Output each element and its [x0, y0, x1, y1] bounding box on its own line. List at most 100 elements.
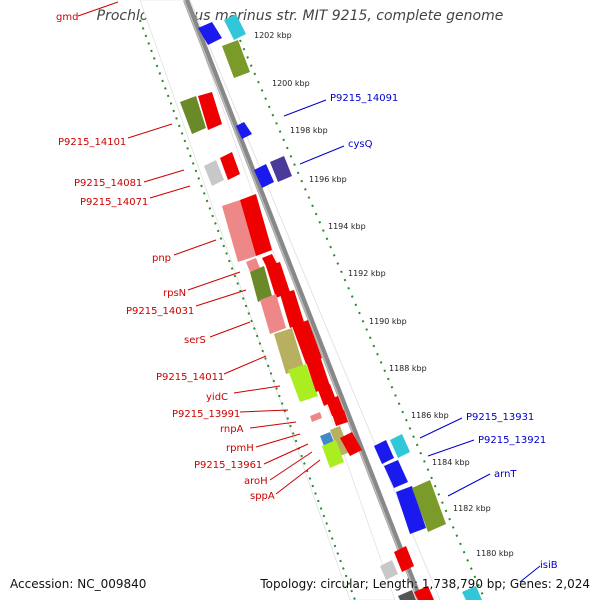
gene-label: P9215_13931 [466, 412, 534, 423]
kbp-tick-label: 1194 kbp [328, 222, 366, 231]
leader-line [143, 169, 185, 183]
right-strand-genes [198, 14, 482, 600]
leader-line [269, 451, 313, 481]
gene-arrow [462, 586, 482, 600]
gene-arrow [374, 440, 394, 464]
gene-arrow [380, 560, 398, 580]
gene-label: P9215_13961 [194, 460, 262, 471]
leader-line [239, 409, 289, 413]
gene-arrow [198, 92, 222, 130]
leader-line [233, 385, 281, 394]
gene-label-yidC: yidC [206, 392, 228, 403]
gene-arrow [274, 328, 304, 374]
gene-arrow [224, 14, 246, 40]
leader-line [127, 123, 173, 139]
leader-line [223, 355, 267, 375]
kbp-tick-label: 1188 kbp [389, 364, 427, 373]
leader-line [427, 439, 475, 457]
gene-arrow [396, 486, 426, 534]
gene-arrow [250, 266, 272, 302]
right-ring-edge [189, 0, 441, 600]
gene-arrow [310, 412, 322, 422]
gene-label: P9215_14081 [74, 178, 142, 189]
gene-arrow [288, 364, 318, 402]
gene-arrow [236, 122, 252, 139]
gene-label-serS: serS [184, 335, 206, 346]
kbp-tick-label: 1190 kbp [369, 317, 407, 326]
gene-arrow [384, 460, 408, 488]
gene-arrow [180, 96, 206, 134]
gene-arrow [414, 586, 434, 600]
gene-arrow [270, 156, 292, 182]
gene-arrow [330, 426, 350, 456]
backbone-highlight [183, 0, 419, 600]
leader-line [173, 239, 217, 256]
gene-label-rpmH: rpmH [226, 443, 254, 454]
kbp-tick-label: 1184 kbp [432, 458, 470, 467]
leader-line [255, 433, 301, 448]
gene-arrow [222, 200, 256, 262]
gene-arrow [198, 22, 222, 45]
leader-line [299, 145, 345, 165]
leader-line [77, 1, 119, 17]
gene-label-isiB: isiB [540, 560, 558, 571]
right-leader-lines [283, 99, 541, 583]
leader-line [187, 271, 241, 291]
gene-arrow [326, 396, 344, 416]
gene-label-gmd: gmd [56, 12, 78, 23]
gene-arrow [292, 320, 322, 364]
kbp-tick-label: 1196 kbp [309, 175, 347, 184]
leader-line [195, 289, 247, 307]
leader-line [283, 99, 327, 117]
gene-label-rpsN: rpsN [163, 288, 186, 299]
gene-label: P9215_14091 [330, 93, 398, 104]
gene-arrow [204, 160, 224, 186]
gene-arrow [220, 152, 240, 180]
gene-arrow [332, 410, 348, 426]
gene-arrow [246, 258, 260, 272]
gene-label-cysQ: cysQ [348, 139, 373, 150]
gene-label-pnp: pnp [152, 253, 171, 264]
gene-arrow [322, 440, 344, 468]
gene-arrow [394, 546, 414, 572]
leader-line [447, 473, 491, 497]
left-gene-labels: gmd P9215_14101 P9215_14081 P9215_14071 … [56, 12, 275, 502]
gene-arrow [398, 590, 416, 600]
gene-arrow [260, 294, 286, 334]
gene-arrow [412, 480, 446, 532]
gene-label: P9215_14011 [156, 372, 224, 383]
gene-arrow [340, 432, 362, 456]
backbone [183, 0, 423, 600]
kbp-tick-label: 1182 kbp [453, 504, 491, 513]
leader-line [419, 417, 463, 439]
gene-arrow [266, 262, 290, 298]
gene-label-sppA: sppA [250, 491, 275, 502]
gene-arrow [222, 40, 250, 78]
gene-arrow [280, 290, 304, 328]
left-strand-genes [180, 92, 434, 600]
kbp-scale: 1202 kbp 1200 kbp 1198 kbp 1196 kbp 1194… [254, 31, 514, 558]
leader-line [149, 185, 191, 199]
kbp-tick-label: 1198 kbp [290, 126, 328, 135]
footer-accession: Accession: NC_009840 [10, 577, 147, 591]
footer-summary: Topology: circular; Length: 1,738,790 bp… [260, 577, 590, 591]
kbp-tick-label: 1180 kbp [476, 549, 514, 558]
leader-line [275, 459, 321, 495]
gene-label: P9215_14071 [80, 197, 148, 208]
gene-label: P9215_14101 [58, 137, 126, 148]
kbp-tick-label: 1192 kbp [348, 269, 386, 278]
gene-label-arnT: arnT [494, 469, 517, 480]
gene-arrow [390, 434, 410, 458]
leader-line [209, 321, 251, 338]
leader-line [519, 565, 541, 583]
leader-line [263, 443, 309, 465]
kbp-tick-label: 1186 kbp [411, 411, 449, 420]
left-leader-lines [77, 1, 321, 495]
gene-label: P9215_14031 [126, 306, 194, 317]
right-gene-labels: P9215_14091 cysQ P9215_13931 P9215_13921… [330, 93, 558, 571]
gene-label-rnpA: rnpA [220, 424, 244, 435]
gene-arrow [240, 194, 272, 256]
gene-arrow [306, 356, 330, 392]
leader-line [249, 421, 297, 429]
